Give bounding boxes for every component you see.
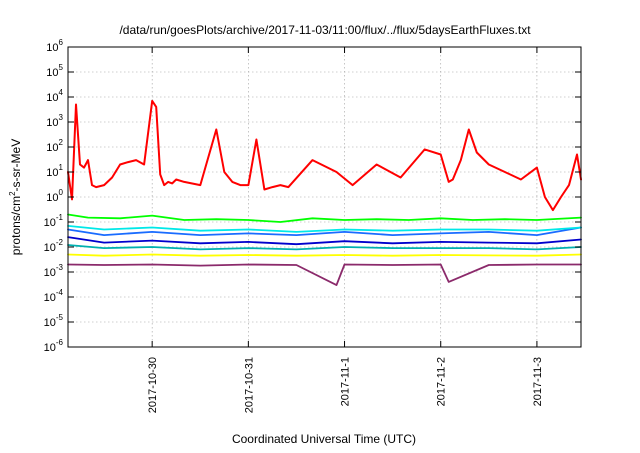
y-tick-label: 10-2 [44, 238, 64, 254]
series-line-4 [67, 226, 582, 237]
x-tick-label: 2017-11-1 [340, 357, 352, 406]
y-tick-label: 100 [46, 188, 63, 204]
chart-title: /data/run/goesPlots/archive/2017-11-03/1… [119, 23, 531, 37]
x-tick-label: 2017-11-2 [436, 357, 448, 406]
x-axis-label: Coordinated Universal Time (UTC) [232, 432, 416, 446]
y-axis-label-unit: -s-sr-MeV [9, 139, 23, 192]
y-tick-label: 10-6 [44, 338, 64, 354]
y-tick-label: 101 [46, 163, 63, 179]
x-axis: 2017-10-30 2017-10-31 2017-11-1 2017-11-2 20… [147, 47, 544, 413]
y-tick-label: 103 [46, 113, 63, 129]
series-line-7 [67, 253, 582, 257]
y-tick-label: 10-5 [44, 313, 64, 329]
y-tick-label: 106 [46, 38, 63, 54]
y-axis-label: protons/cm2-s-sr-MeV [8, 139, 23, 255]
y-axis-label-main: protons/cm [9, 196, 23, 255]
series-line-3 [67, 224, 582, 233]
y-tick-label: 10-4 [44, 288, 64, 304]
x-tick-label: 2017-11-3 [532, 357, 544, 406]
series-line-2 [67, 213, 582, 223]
x-tick-label: 2017-10-30 [147, 357, 159, 413]
y-tick-label: 10-3 [44, 263, 64, 279]
series-line-6 [67, 244, 582, 251]
y-tick-label: 10-1 [44, 213, 64, 229]
y-tick-label: 104 [46, 88, 63, 104]
y-axis-label-exponent: 2 [8, 191, 17, 196]
y-axis: 10-6 10-5 10-4 10-3 10-2 10-1 100 101 102 103 104 1… [44, 38, 581, 354]
x-tick-label: 2017-10-31 [243, 357, 255, 413]
series-line-5 [67, 236, 582, 246]
y-tick-label: 105 [46, 63, 63, 79]
grid-layer [68, 46, 581, 348]
series-line-8 [67, 263, 582, 287]
y-tick-label: 102 [46, 138, 63, 154]
series-layer [67, 99, 582, 287]
series-line-1 [67, 99, 582, 212]
